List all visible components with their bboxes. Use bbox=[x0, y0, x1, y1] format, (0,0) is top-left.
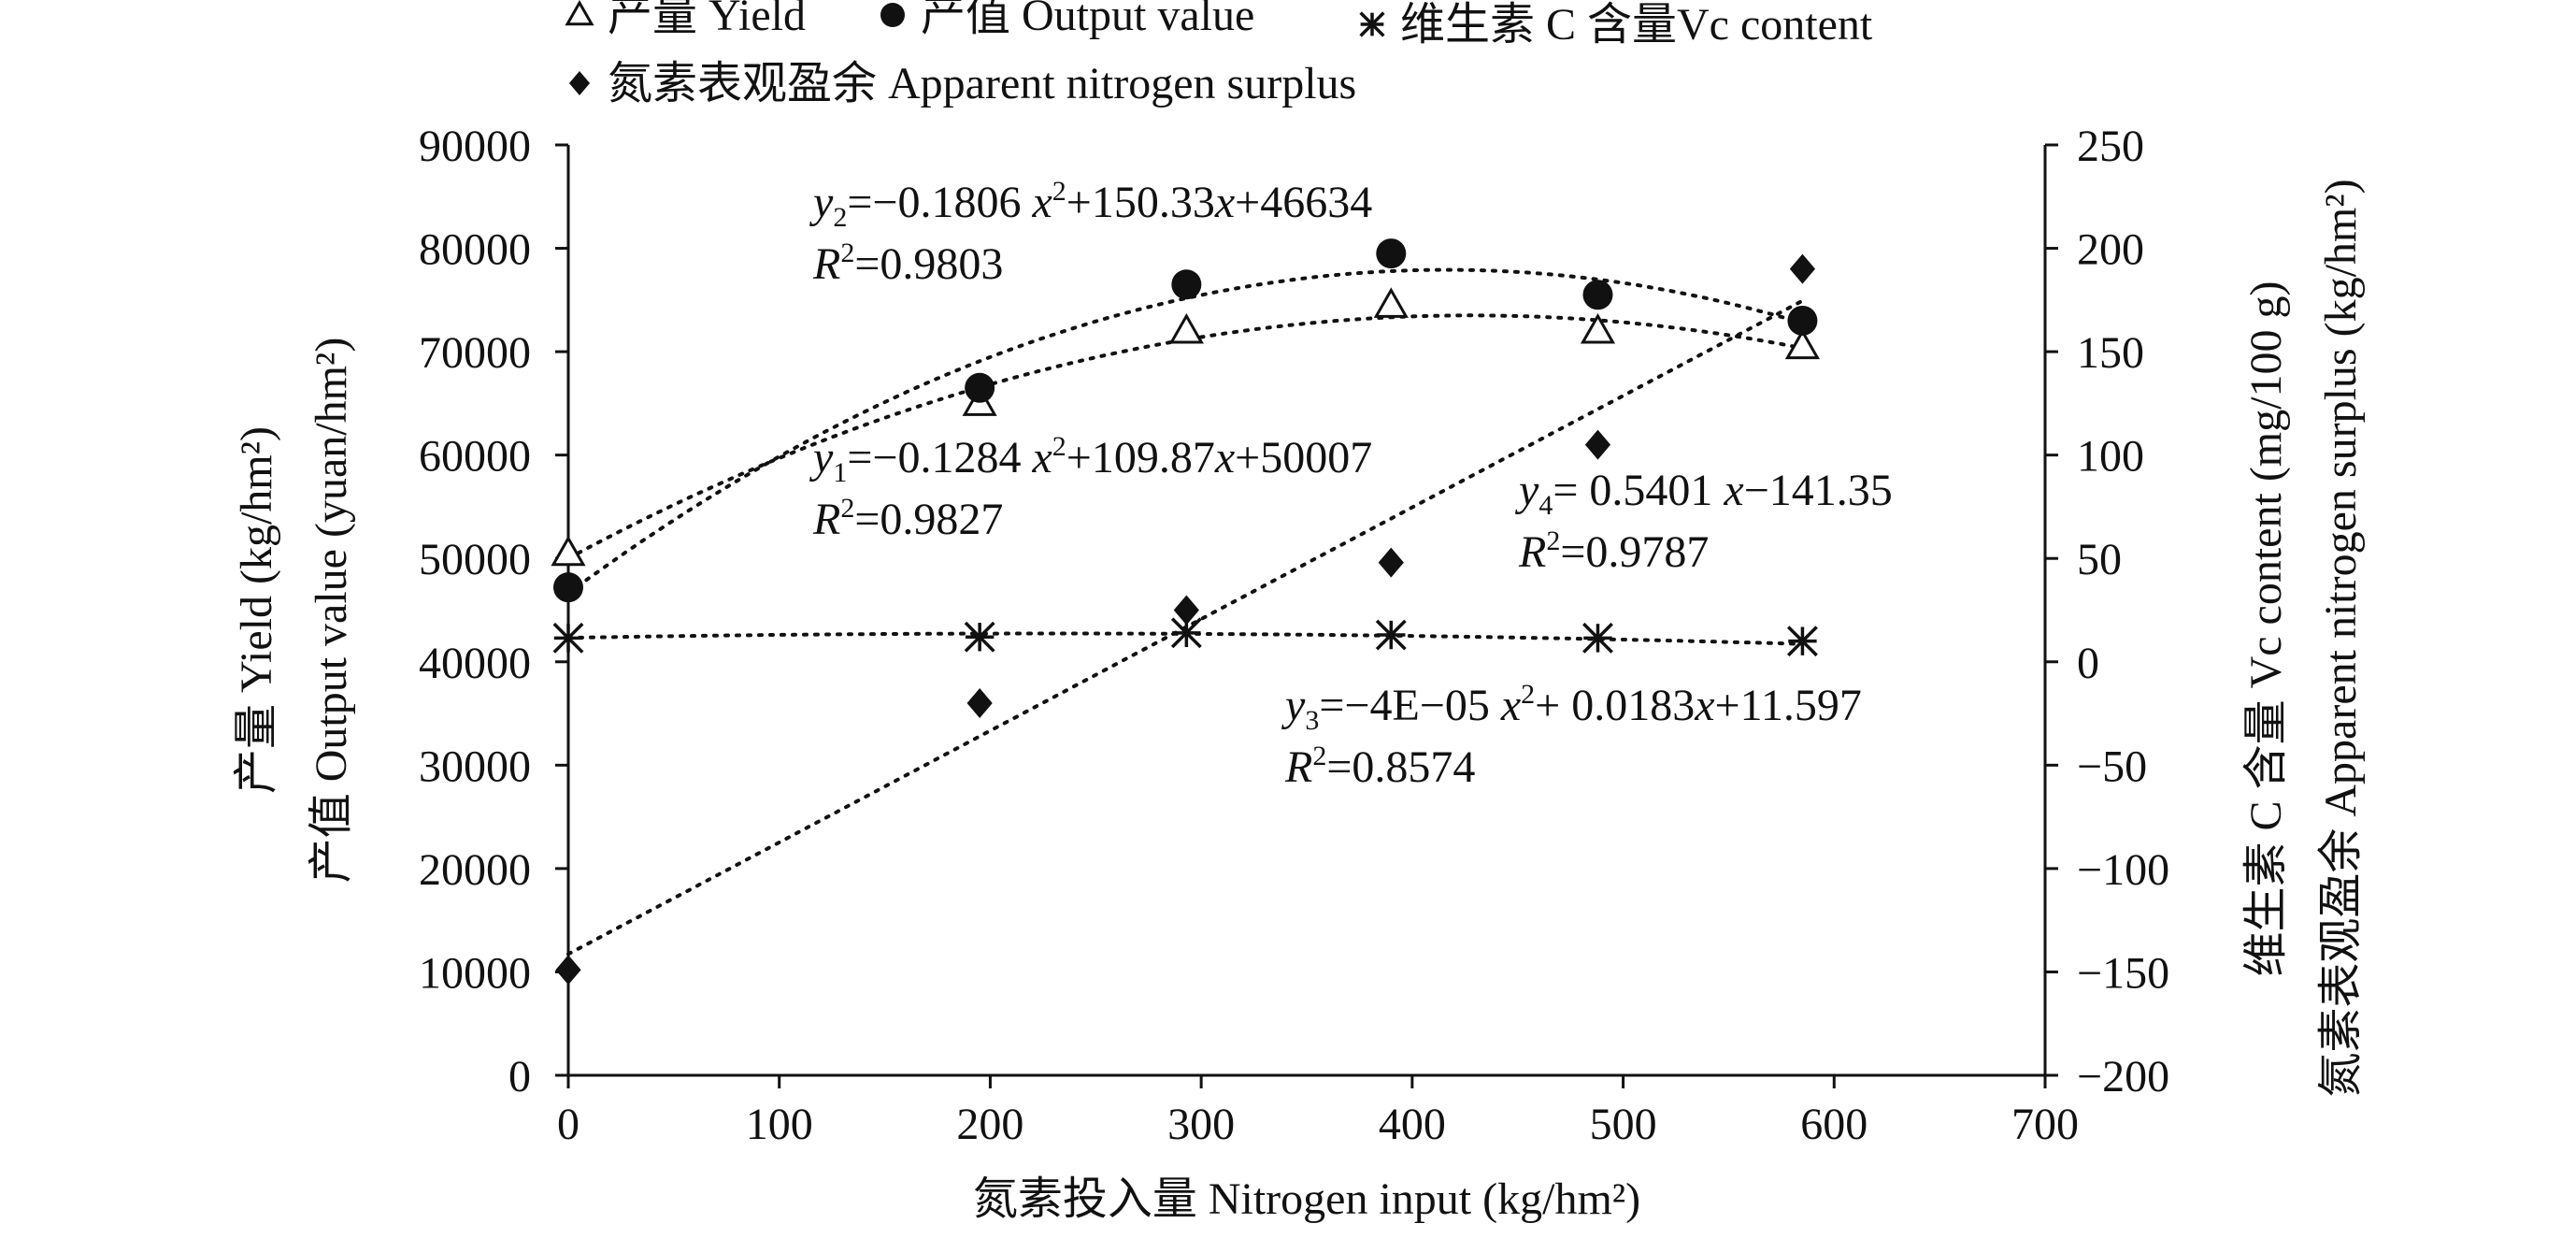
y-right-tick-label: 250 bbox=[2077, 122, 2144, 171]
point-series-1 bbox=[1580, 312, 1616, 344]
y-left-tick-label: 20000 bbox=[419, 845, 531, 895]
legend-label-3: 维生素 C 含量Vc content bbox=[1400, 0, 1873, 50]
y-left-tick-label: 40000 bbox=[419, 639, 531, 688]
trend-r-squared: R2=0.8574 bbox=[1284, 741, 1475, 792]
y-right-tick-label: −100 bbox=[2077, 845, 2169, 895]
point-series-2 bbox=[1171, 269, 1202, 300]
point-series-4 bbox=[966, 688, 993, 718]
x-tick-label: 200 bbox=[956, 1100, 1023, 1149]
point-series-3 bbox=[1786, 626, 1818, 657]
point-series-4 bbox=[555, 955, 581, 986]
y-right-title-line2: 氮素表观盈余 Apparent nitrogen surplus (kg/hm²… bbox=[2316, 179, 2366, 1097]
y-left-tick-label: 90000 bbox=[419, 122, 531, 171]
legend-marker-1 bbox=[565, 0, 594, 26]
point-series-4 bbox=[1789, 253, 1816, 284]
point-series-3 bbox=[1170, 617, 1202, 649]
x-tick-label: 600 bbox=[1800, 1100, 1868, 1149]
y-left-tick-label: 70000 bbox=[419, 328, 531, 378]
data-points bbox=[551, 238, 1821, 986]
legend-marker-3 bbox=[1359, 11, 1385, 37]
y-left-tick-label: 30000 bbox=[419, 741, 531, 791]
point-series-2 bbox=[1787, 305, 1818, 336]
trend-r-squared: R2=0.9803 bbox=[812, 238, 1003, 289]
y-right-tick-label: −150 bbox=[2077, 948, 2169, 998]
point-series-2 bbox=[1582, 280, 1613, 310]
y-left-tick-label: 10000 bbox=[419, 948, 531, 998]
y-right-title-line1: 维生素 C 含量 Vc content (mg/100 g) bbox=[2241, 281, 2291, 977]
x-tick-label: 100 bbox=[746, 1100, 813, 1149]
trend-equation: y4= 0.5401 x−141.35 bbox=[1514, 466, 1893, 521]
point-series-4 bbox=[1173, 595, 1199, 626]
x-tick-label: 500 bbox=[1590, 1100, 1657, 1149]
trend-equation: y3=−4E−05 x2+ 0.0183x+11.597 bbox=[1281, 679, 1862, 736]
y-left-tick-label: 0 bbox=[508, 1052, 531, 1101]
y-right-tick-label: 100 bbox=[2077, 432, 2144, 482]
point-series-4 bbox=[1584, 429, 1611, 460]
y-right-tick-label: 200 bbox=[2077, 225, 2144, 275]
legend-marker-2 bbox=[880, 3, 905, 27]
y-right-tick-label: 150 bbox=[2077, 328, 2144, 378]
x-tick-label: 700 bbox=[2011, 1100, 2079, 1149]
x-axis-title: 氮素投入量 Nitrogen input (kg/hm²) bbox=[973, 1174, 1640, 1224]
trend-equation: y2=−0.1806 x2+150.33x+46634 bbox=[809, 176, 1372, 233]
point-series-2 bbox=[1376, 238, 1407, 269]
y-right-tick-label: 0 bbox=[2077, 639, 2099, 688]
point-series-1 bbox=[1168, 312, 1204, 344]
legend-label-4: 氮素表观盈余 Apparent nitrogen surplus bbox=[608, 59, 1356, 108]
point-series-4 bbox=[1378, 547, 1404, 578]
y-left-tick-label: 50000 bbox=[419, 535, 531, 584]
axis-titles: 氮素投入量 Nitrogen input (kg/hm²) 产量 Yield (k… bbox=[232, 179, 2366, 1224]
y-left-tick-label: 60000 bbox=[419, 432, 531, 482]
trend-r-squared: R2=0.9827 bbox=[812, 493, 1003, 544]
axes: 0 100 200 300 400 500 600 700010000200003000040… bbox=[419, 122, 2169, 1149]
trend-equation: y1=−0.1284 x2+109.87x+50007 bbox=[809, 431, 1372, 488]
legend-marker-4 bbox=[568, 71, 591, 95]
point-series-3 bbox=[964, 621, 995, 653]
point-series-1 bbox=[551, 535, 586, 567]
y-right-tick-label: 50 bbox=[2077, 535, 2122, 584]
point-series-2 bbox=[553, 572, 583, 603]
y-left-title-line1: 产量 Yield (kg/hm²) bbox=[232, 426, 281, 794]
point-series-3 bbox=[552, 622, 584, 654]
point-series-3 bbox=[1375, 619, 1407, 651]
y-left-tick-label: 80000 bbox=[419, 225, 531, 275]
point-series-2 bbox=[965, 372, 995, 403]
x-tick-label: 0 bbox=[557, 1100, 580, 1149]
legend-label-1: 产量 Yield bbox=[608, 0, 806, 40]
x-tick-label: 400 bbox=[1379, 1100, 1446, 1149]
legend-label-2: 产值 Output value bbox=[921, 0, 1254, 40]
y-right-tick-label: −200 bbox=[2077, 1052, 2169, 1101]
legend: 产量 Yield 产值 Output value 维生素 C 含量Vc conten… bbox=[565, 0, 1873, 108]
x-tick-label: 300 bbox=[1167, 1100, 1235, 1149]
y-right-tick-label: −50 bbox=[2077, 741, 2147, 791]
point-series-1 bbox=[1784, 328, 1821, 360]
point-series-3 bbox=[1582, 622, 1613, 654]
point-series-1 bbox=[1373, 287, 1409, 318]
trend-r-squared: R2=0.9787 bbox=[1518, 525, 1709, 577]
y-left-title-line2: 产值 Output value (yuan/hm²) bbox=[307, 338, 356, 884]
trendline-series-2 bbox=[566, 267, 1805, 596]
